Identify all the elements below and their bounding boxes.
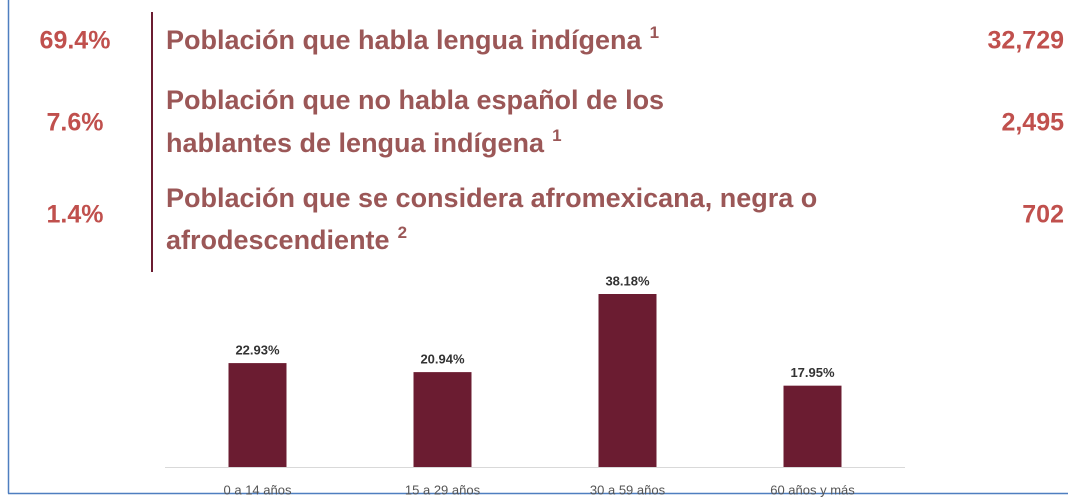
stat-value: 2,495: [1001, 109, 1064, 137]
stat-label: Población que no habla español de los: [166, 85, 664, 115]
x-tick-label: 0 a 14 años: [224, 482, 292, 497]
stat-value: 702: [1022, 201, 1064, 229]
stat-label: afrodescendiente 2: [166, 223, 407, 255]
bar: [783, 385, 842, 467]
value-label: 22.93%: [235, 343, 280, 358]
stat-label: Población que habla lengua indígena 1: [166, 23, 659, 55]
stat-percent: 69.4%: [40, 27, 111, 55]
value-label: 17.95%: [790, 365, 835, 380]
value-label: 38.18%: [605, 273, 650, 288]
bar: [413, 372, 472, 467]
stat-percent: 1.4%: [47, 201, 104, 229]
bar: [228, 363, 287, 467]
stat-label: hablantes de lengua indígena 1: [166, 126, 562, 158]
x-tick-label: 15 a 29 años: [405, 482, 481, 497]
stat-percent: 7.6%: [47, 109, 104, 137]
stat-label-text: Población que habla lengua indígena: [166, 25, 643, 55]
stat-value: 32,729: [988, 27, 1064, 55]
x-tick-label: 30 a 59 años: [590, 482, 666, 497]
value-label: 20.94%: [420, 352, 465, 367]
stat-label-text: Población que se considera afromexicana,…: [166, 183, 817, 213]
stat-label-text: hablantes de lengua indígena: [166, 128, 545, 158]
stat-label: Población que se considera afromexicana,…: [166, 183, 817, 213]
stat-note: 1: [552, 126, 561, 145]
bar: [598, 294, 657, 467]
stat-label-text: Población que no habla español de los: [166, 85, 664, 115]
x-tick-label: 60 años y más: [770, 482, 855, 497]
stat-note: 2: [398, 223, 407, 242]
stat-note: 1: [650, 23, 659, 42]
stat-label-text: afrodescendiente: [166, 225, 390, 255]
